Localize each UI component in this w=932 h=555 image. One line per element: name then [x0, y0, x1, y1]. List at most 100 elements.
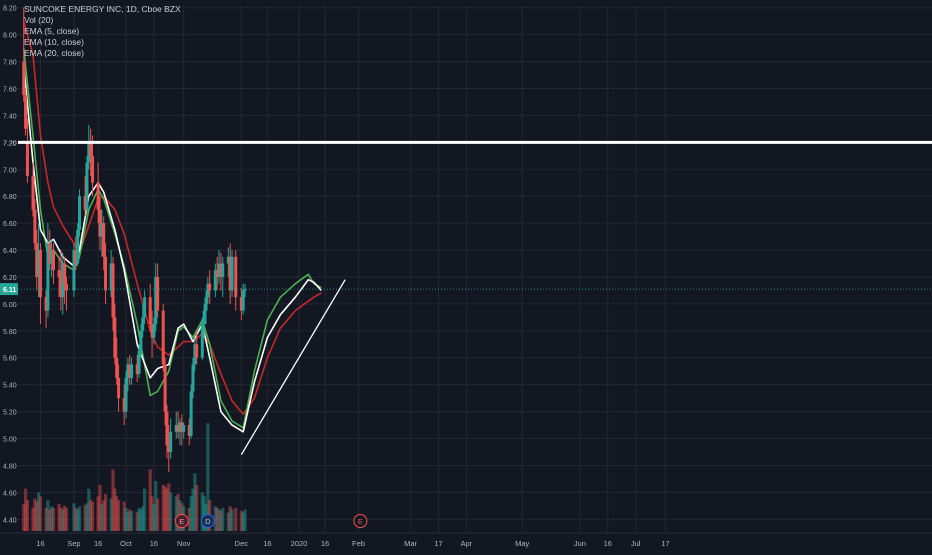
candle-body[interactable] [63, 263, 67, 284]
candle-body[interactable] [44, 297, 48, 311]
candle-body[interactable] [148, 297, 152, 325]
drawings[interactable]: 7.20 6.11 [0, 136, 932, 456]
candle-body[interactable] [178, 422, 182, 432]
candle-body[interactable] [102, 223, 106, 257]
candle-body[interactable] [25, 142, 29, 176]
candle-body[interactable] [241, 290, 245, 311]
candle-body[interactable] [124, 377, 128, 412]
candle-body[interactable] [180, 422, 184, 432]
candle-body[interactable] [51, 250, 55, 271]
candle-body[interactable] [128, 364, 132, 378]
candle-body[interactable] [85, 162, 89, 210]
candle-body[interactable] [126, 364, 130, 378]
candle-body[interactable] [117, 377, 121, 399]
candlesticks[interactable] [22, 7, 247, 473]
candle-body[interactable] [111, 263, 115, 318]
candle-body[interactable] [96, 182, 100, 210]
candle-body[interactable] [234, 256, 238, 298]
candle-body[interactable] [150, 324, 154, 338]
candle-body[interactable] [115, 357, 119, 378]
candle-body[interactable] [122, 398, 126, 412]
candle-body[interactable] [187, 425, 191, 436]
candle-body[interactable] [169, 431, 173, 452]
candle-body[interactable] [204, 297, 208, 311]
legend-ema20[interactable]: EMA (20, close) [24, 48, 84, 58]
legend-volume[interactable]: Vol (20) [24, 15, 54, 25]
candle-body[interactable] [109, 263, 113, 291]
candle-body[interactable] [100, 223, 104, 237]
current-price-label: 6.11 [3, 287, 16, 294]
candle-body[interactable] [195, 344, 199, 358]
candle-body[interactable] [182, 425, 186, 432]
candle-body[interactable] [37, 250, 41, 277]
candle-body[interactable] [31, 175, 35, 210]
trend-line-drawing[interactable] [240, 279, 346, 456]
candle-body[interactable] [61, 263, 65, 298]
candle-body[interactable] [48, 243, 52, 264]
candle-body[interactable] [206, 283, 210, 298]
candle-body[interactable] [59, 276, 63, 298]
candle-body[interactable] [83, 196, 87, 210]
candle-body[interactable] [174, 425, 178, 432]
candle-body[interactable] [226, 256, 230, 264]
candle-body[interactable] [76, 229, 80, 264]
candle-body[interactable] [217, 263, 221, 277]
candle-body[interactable] [200, 324, 204, 358]
candle-body[interactable] [22, 61, 26, 96]
candle-body[interactable] [193, 344, 197, 365]
legend-ema10[interactable]: EMA (10, close) [24, 37, 84, 47]
candle-body[interactable] [228, 256, 232, 291]
candle-body[interactable] [239, 297, 243, 311]
candle-body[interactable] [191, 364, 195, 392]
candle-body[interactable] [141, 317, 145, 331]
candle-body[interactable] [221, 263, 225, 277]
candle-body[interactable] [135, 364, 139, 374]
candle-body[interactable] [65, 283, 68, 291]
candle-body[interactable] [143, 297, 147, 318]
candle-body[interactable] [167, 445, 171, 452]
event-marker-dividend[interactable] [200, 514, 215, 528]
candle-body[interactable] [165, 411, 169, 446]
candle-body[interactable] [89, 142, 93, 156]
candle-body[interactable] [163, 364, 167, 412]
candle-body[interactable] [137, 351, 141, 374]
candle-body[interactable] [152, 324, 156, 338]
candle-body[interactable] [74, 250, 78, 264]
legend-title[interactable]: SUNCOKE ENERGY INC, 1D, Cboe BZX [24, 4, 181, 14]
candle-body[interactable] [139, 330, 143, 352]
current-price-badge[interactable] [0, 283, 18, 296]
candle-body[interactable] [130, 364, 134, 378]
candle-body[interactable] [78, 196, 82, 230]
candle-body[interactable] [208, 283, 212, 291]
candle-body[interactable] [213, 270, 217, 291]
candle-body[interactable] [113, 317, 117, 358]
candle-body[interactable] [156, 276, 160, 311]
candle-body[interactable] [189, 391, 193, 436]
candle-body[interactable] [215, 270, 219, 277]
candle-body[interactable] [161, 310, 165, 365]
candle-body[interactable] [202, 310, 206, 325]
candle-body[interactable] [33, 209, 37, 244]
candle-body[interactable] [57, 270, 61, 277]
candle-body[interactable] [35, 243, 39, 277]
candle-body[interactable] [72, 250, 76, 291]
candle-body[interactable] [38, 250, 42, 298]
candle-body[interactable] [98, 209, 102, 237]
candle-body[interactable] [219, 263, 223, 277]
candle-body[interactable] [87, 142, 91, 163]
event-marker-earnings[interactable] [174, 514, 189, 528]
candle-body[interactable] [91, 155, 95, 183]
candle-body[interactable] [24, 95, 28, 129]
event-marker-earnings-upcoming[interactable] [353, 514, 368, 528]
candle-body[interactable] [50, 250, 54, 264]
legend-ema5[interactable]: EMA (5, close) [24, 26, 80, 36]
candle-body[interactable] [104, 256, 108, 291]
candle-body[interactable] [46, 243, 50, 311]
candle-body[interactable] [176, 425, 180, 432]
candle-body[interactable] [243, 289, 247, 291]
candle-body[interactable] [154, 276, 158, 325]
candle-body[interactable] [230, 256, 234, 291]
